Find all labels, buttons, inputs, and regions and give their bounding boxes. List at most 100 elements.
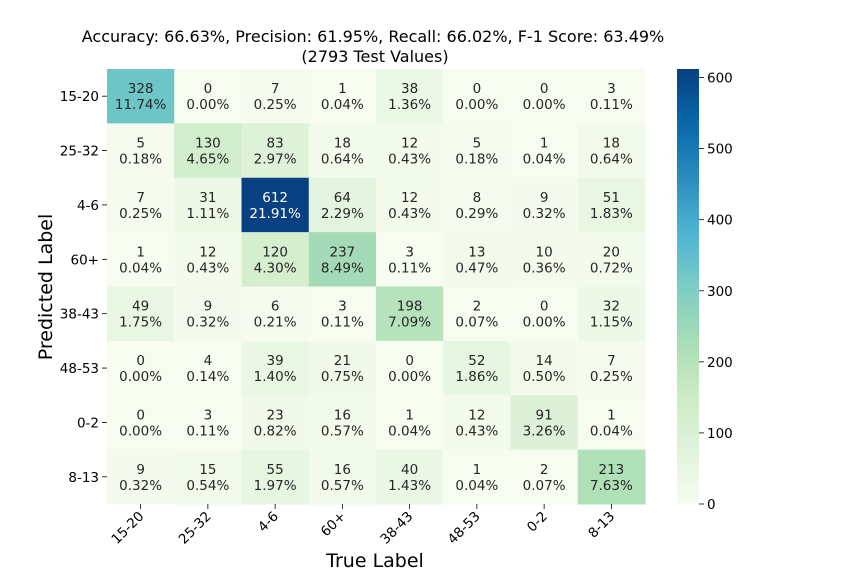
heatmap-cell [174,449,242,505]
colorbar-tick-label: 100 [707,426,733,442]
cell-count-label: 237 [329,244,355,260]
x-axis-ticks: 15-20 25-32 4-6 60+ 38-43 48-53 0-2 8-13 [108,504,618,548]
heatmap-cell [443,286,511,342]
cell-count-label: 40 [401,462,418,478]
heatmap-cell [510,286,579,342]
cell-percent-label: 2.97% [254,152,297,168]
y-tick-label: 8-13 [68,470,99,486]
cell-percent-label: 0.14% [186,369,229,385]
cell-percent-label: 0.43% [388,206,431,222]
heatmap-cell [376,449,444,505]
heatmap-cell [241,395,310,451]
cell-count-label: 14 [536,353,553,369]
cell-count-label: 21 [334,353,351,369]
heatmap-cell [376,395,444,451]
cell-percent-label: 0.00% [186,97,229,113]
heatmap-cell [174,123,242,179]
cell-count-label: 12 [199,244,216,260]
cell-percent-label: 0.32% [186,315,229,331]
x-tick-label: 48-53 [445,509,484,548]
cell-percent-label: 0.11% [590,97,633,113]
cell-percent-label: 1.86% [455,369,498,385]
cell-count-label: 198 [397,299,423,315]
cell-percent-label: 1.83% [590,206,633,222]
cell-count-label: 55 [267,462,284,478]
cell-count-label: 0 [540,299,549,315]
cell-percent-label: 0.47% [455,260,498,276]
cell-percent-label: 0.43% [388,152,431,168]
x-tick-label: 60+ [318,509,349,540]
cell-percent-label: 1.11% [186,206,229,222]
cell-percent-label: 0.04% [321,97,364,113]
cell-percent-label: 0.82% [254,423,297,439]
y-tick-label: 4-6 [77,198,99,214]
heatmap-cell [107,232,175,287]
cell-count-label: 3 [607,81,616,97]
cell-count-label: 5 [136,136,145,152]
y-tick-label: 48-53 [60,361,99,377]
heatmap-cell [577,395,646,451]
cell-percent-label: 0.11% [186,423,229,439]
heatmap-cell [510,69,579,124]
cell-count-label: 51 [603,190,620,206]
cell-count-label: 9 [136,462,145,478]
heatmap-cell [376,340,444,396]
heatmap-cell [510,177,579,233]
cell-percent-label: 0.25% [254,97,297,113]
y-tick-label: 15-20 [60,89,99,105]
cell-percent-label: 0.43% [455,423,498,439]
y-tick-label: 60+ [71,252,100,268]
cell-count-label: 49 [132,299,149,315]
cell-count-label: 130 [195,136,221,152]
cell-count-label: 6 [271,299,280,315]
cell-percent-label: 7.09% [388,315,431,331]
cell-count-label: 15 [199,462,216,478]
heatmap-cell [107,449,175,505]
cell-percent-label: 11.74% [115,97,167,113]
cell-count-label: 13 [468,244,485,260]
heatmap-cell [107,395,175,451]
cell-count-label: 8 [473,190,482,206]
heatmap-cell [376,232,444,287]
heatmap-cell [241,177,310,233]
cell-percent-label: 1.97% [254,478,297,494]
heatmap-cell [577,340,646,396]
heatmap-cell [241,340,310,396]
cell-count-label: 16 [334,407,351,423]
heatmap-cell [443,232,511,287]
cell-count-label: 2 [473,299,482,315]
cell-percent-label: 7.63% [590,478,633,494]
cell-count-label: 91 [536,407,553,423]
cell-percent-label: 0.00% [523,315,566,331]
heatmap-cell [376,286,444,342]
cell-count-label: 52 [468,353,485,369]
cell-percent-label: 0.72% [590,260,633,276]
y-tick-label: 38-43 [60,307,99,323]
cell-percent-label: 1.15% [590,315,633,331]
cell-count-label: 2 [540,462,549,478]
x-tick-label: 0-2 [524,509,551,536]
heatmap-cells: 32811.74%00.00%70.25%10.04%381.36%00.00%… [107,69,646,505]
heatmap-cell [577,232,646,287]
cell-percent-label: 0.04% [388,423,431,439]
heatmap-cell [510,232,579,287]
chart-title: Accuracy: 66.63%, Precision: 61.95%, Rec… [82,27,665,46]
cell-count-label: 3 [338,299,347,315]
cell-percent-label: 1.43% [388,478,431,494]
cell-percent-label: 4.65% [186,152,229,168]
heatmap-cell [174,340,242,396]
cell-count-label: 4 [204,353,213,369]
heatmap-cell [510,123,579,179]
cell-percent-label: 0.11% [321,315,364,331]
cell-count-label: 7 [607,353,616,369]
heatmap-cell [241,69,310,124]
heatmap-cell [510,449,579,505]
heatmap-cell [174,232,242,287]
cell-count-label: 32 [603,299,620,315]
y-tick-label: 0-2 [77,415,99,431]
cell-count-label: 38 [401,81,418,97]
cell-count-label: 5 [473,136,482,152]
cell-count-label: 10 [536,244,553,260]
cell-percent-label: 2.29% [321,206,364,222]
heatmap-cell [510,340,579,396]
